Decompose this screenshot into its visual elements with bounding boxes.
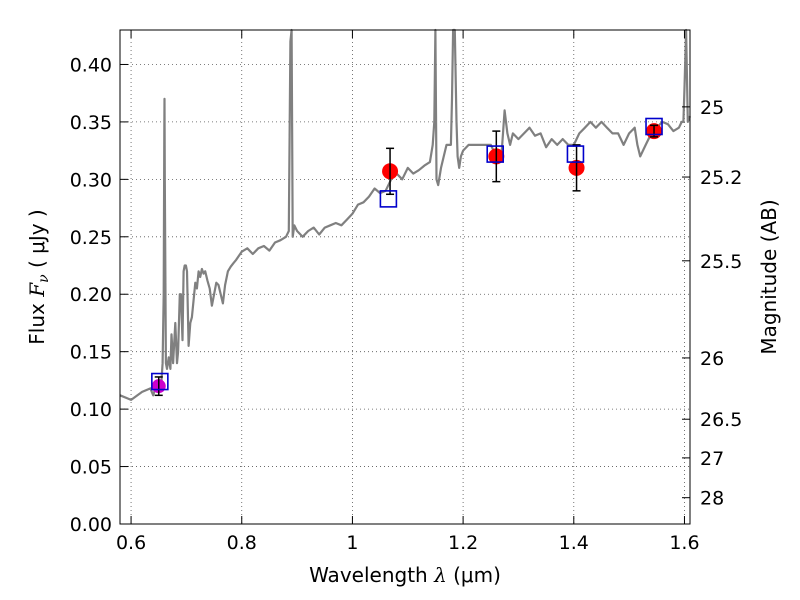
x-axis-label-prefix: Wavelength	[309, 563, 434, 587]
x-axis-label-unit: (μm)	[447, 563, 501, 587]
y-axis-label-symbol: F	[25, 282, 49, 298]
plot-frame	[119, 29, 691, 525]
model-photometry-square	[645, 117, 663, 136]
x-tick-label: 1.6	[669, 532, 699, 554]
x-tick-label: 1.4	[559, 532, 589, 554]
x-axis-label-symbol: λ	[433, 563, 447, 587]
y2-tick-label: 25	[700, 97, 724, 119]
x-tick-label: 0.8	[227, 532, 257, 554]
y-tick-label: 0.35	[70, 112, 112, 134]
y-tick-label: 0.15	[70, 342, 112, 364]
y-tick-label: 0.30	[70, 169, 112, 191]
y-tick-label: 0.40	[70, 54, 112, 76]
plot-background	[120, 30, 690, 524]
y2-tick-label: 28	[700, 488, 724, 510]
model-photometry-square	[379, 190, 398, 208]
y-axis-label-subscript: ν	[36, 274, 52, 283]
y2-tick-label: 25.2	[700, 167, 742, 189]
y2-tick-label: 26.5	[700, 409, 742, 431]
ticks: 0.6 0.8 1 1.2 1.4 1.6 0.00 0.05 0.10 0.15 0.20 0.25…	[70, 30, 742, 554]
x-axis-label: Wavelength λ (μm)	[309, 563, 501, 587]
y2-axis-label: Magnitude (AB)	[757, 199, 781, 354]
y2-tick-label: 27	[700, 448, 724, 470]
y-tick-label: 0.05	[70, 457, 112, 479]
y-tick-label: 0.20	[70, 284, 112, 306]
y-axis-label-prefix: Flux	[25, 297, 49, 345]
x-tick-label: 1.2	[448, 532, 478, 554]
y-tick-label: 0.00	[70, 514, 112, 536]
y2-tick-label: 25.5	[700, 251, 742, 273]
y-axis-label-unit: ( μJy )	[25, 209, 49, 274]
model-photometry-square	[566, 145, 585, 163]
data-marks	[151, 117, 663, 397]
y-axis-label: Flux Fν ( μJy )	[25, 209, 52, 344]
model-spectrum-line	[119, 28, 692, 401]
x-tick-label: 0.6	[116, 532, 146, 554]
model-photometry-square	[151, 372, 169, 391]
model-photometry-square	[486, 145, 505, 163]
y-tick-label: 0.10	[70, 399, 112, 421]
y2-tick-label: 26	[700, 348, 724, 370]
y-tick-label: 0.25	[70, 227, 112, 249]
x-tick-label: 1	[346, 532, 358, 554]
